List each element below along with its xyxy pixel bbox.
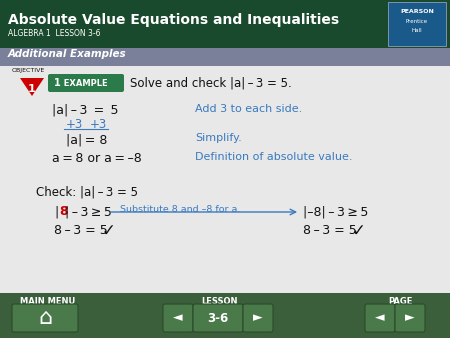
Text: Check: |a| – 3 = 5: Check: |a| – 3 = 5 xyxy=(36,186,138,199)
Text: ◄: ◄ xyxy=(173,312,183,324)
Text: ►: ► xyxy=(405,312,415,324)
FancyBboxPatch shape xyxy=(243,304,273,332)
FancyBboxPatch shape xyxy=(48,74,124,92)
Text: MAIN MENU: MAIN MENU xyxy=(20,297,76,306)
Text: Additional Examples: Additional Examples xyxy=(8,49,126,59)
Text: Simplify.: Simplify. xyxy=(195,133,242,143)
Text: 8 – 3 = 5: 8 – 3 = 5 xyxy=(303,224,357,237)
Text: 8: 8 xyxy=(59,205,68,218)
Text: OBJECTIVE: OBJECTIVE xyxy=(12,68,45,73)
Text: Prentice: Prentice xyxy=(406,19,428,24)
FancyBboxPatch shape xyxy=(395,304,425,332)
Text: +3: +3 xyxy=(90,118,107,131)
Text: ►: ► xyxy=(253,312,263,324)
Text: 1: 1 xyxy=(28,84,36,94)
Text: ✓: ✓ xyxy=(102,222,116,240)
Text: ALGEBRA 1  LESSON 3-6: ALGEBRA 1 LESSON 3-6 xyxy=(8,29,100,38)
Text: |: | xyxy=(54,205,58,218)
Text: ✓: ✓ xyxy=(351,222,365,240)
Bar xyxy=(388,2,446,46)
Text: Definition of absolute value.: Definition of absolute value. xyxy=(195,152,352,162)
Text: 1: 1 xyxy=(54,78,60,88)
Text: | – 3 ≥ 5: | – 3 ≥ 5 xyxy=(65,205,112,218)
Polygon shape xyxy=(20,78,44,96)
Text: 3-6: 3-6 xyxy=(207,312,229,324)
Text: LESSON: LESSON xyxy=(201,297,237,306)
FancyBboxPatch shape xyxy=(163,304,193,332)
Text: Absolute Value Equations and Inequalities: Absolute Value Equations and Inequalitie… xyxy=(8,13,339,27)
Bar xyxy=(0,48,450,66)
Text: +3: +3 xyxy=(66,118,83,131)
Bar xyxy=(0,0,450,48)
FancyBboxPatch shape xyxy=(193,304,243,332)
Text: Substitute 8 and –8 for a.: Substitute 8 and –8 for a. xyxy=(120,205,240,214)
Text: ◄: ◄ xyxy=(375,312,385,324)
Text: EXAMPLE: EXAMPLE xyxy=(58,78,108,88)
Bar xyxy=(0,293,450,338)
Text: PEARSON: PEARSON xyxy=(400,9,434,14)
Text: Hall: Hall xyxy=(412,28,422,33)
Text: a = 8 or a = –8: a = 8 or a = –8 xyxy=(52,152,142,165)
Text: |a| = 8: |a| = 8 xyxy=(66,133,108,146)
Text: Add 3 to each side.: Add 3 to each side. xyxy=(195,104,302,114)
Text: 8 – 3 = 5: 8 – 3 = 5 xyxy=(54,224,108,237)
FancyBboxPatch shape xyxy=(12,304,78,332)
Text: ⌂: ⌂ xyxy=(38,308,52,328)
Text: Solve and check |a| – 3 = 5.: Solve and check |a| – 3 = 5. xyxy=(130,76,292,90)
FancyBboxPatch shape xyxy=(365,304,395,332)
Text: |–8| – 3 ≥ 5: |–8| – 3 ≥ 5 xyxy=(303,205,369,218)
Text: |a| – 3 = 5: |a| – 3 = 5 xyxy=(52,104,118,117)
Text: PAGE: PAGE xyxy=(388,297,412,306)
